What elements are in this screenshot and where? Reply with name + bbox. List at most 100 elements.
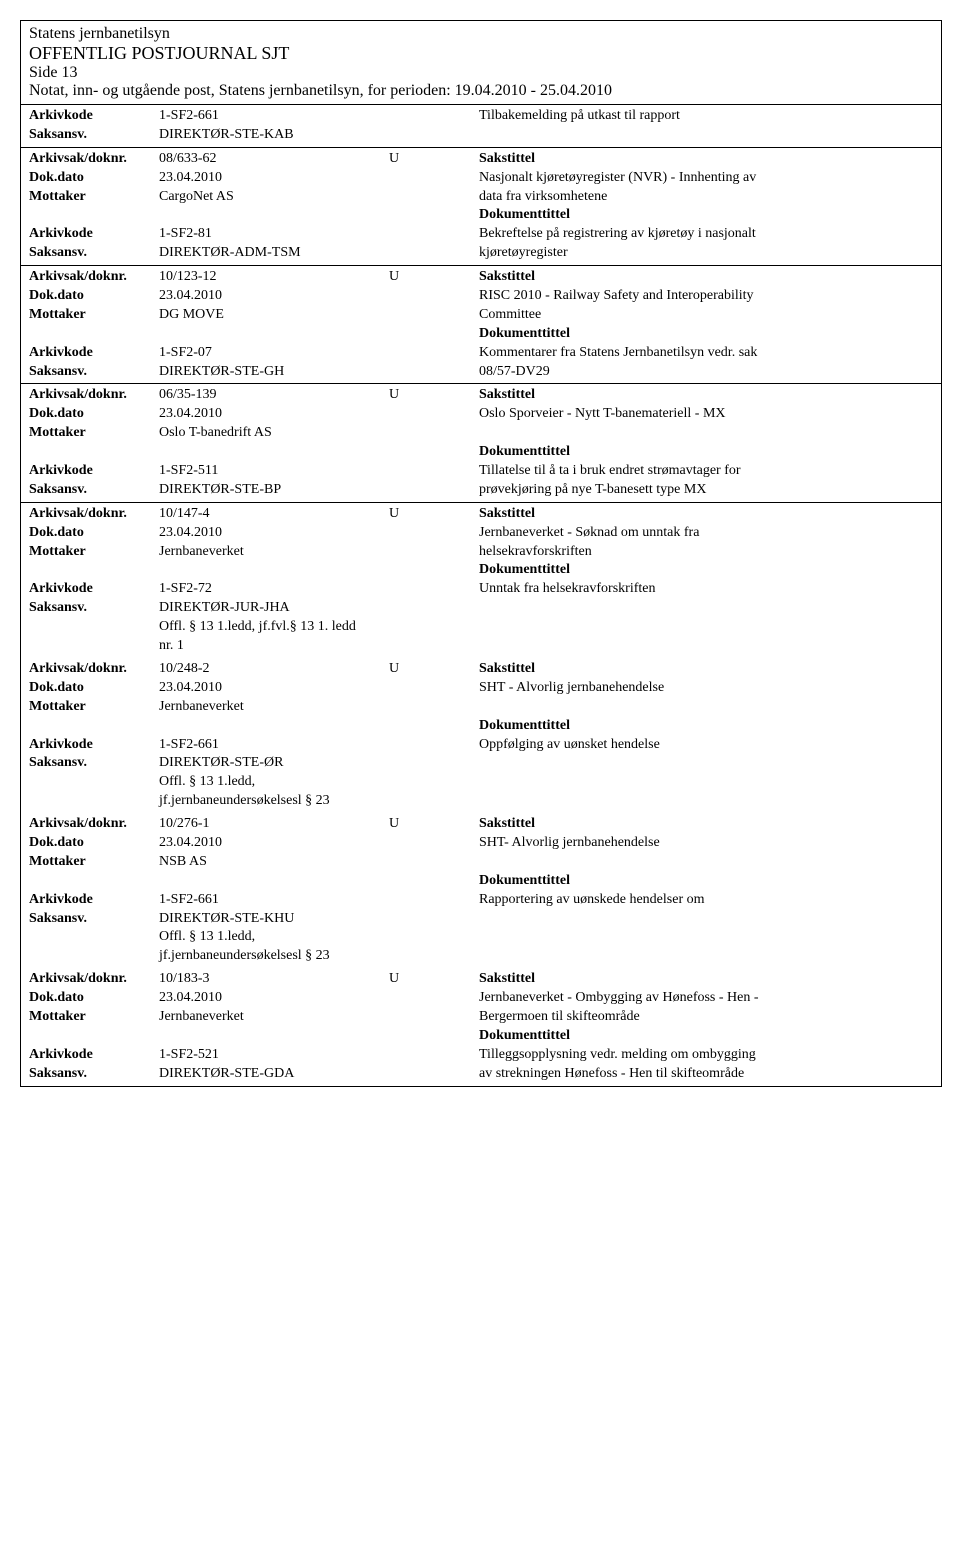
field-value: DIREKTØR-JUR-JHA [159,599,479,618]
field-value: 23.04.2010 [159,679,479,698]
right-value: SHT- Alvorlig jernbanehendelse [479,834,933,853]
record-row: MottakerDG MOVECommittee [29,306,933,325]
field-label: Arkivkode [29,736,159,755]
field-value: 23.04.2010 [159,524,479,543]
field-label: Saksansv. [29,599,159,618]
field-label: Arkivkode [29,891,159,910]
field-label: Dok.dato [29,169,159,188]
field-label: Mottaker [29,1008,159,1027]
record-row: MottakerNSB AS [29,853,933,872]
field-value: 23.04.2010 [159,405,479,424]
record-row: Offl. § 13 1.ledd, jf.fvl.§ 13 1. ledd [29,618,933,637]
right-value: Unntak fra helsekravforskriften [479,580,933,599]
records-container: Arkivsak/doknr.08/633-62USakstittelDok.d… [21,148,941,1086]
field-value: DIREKTØR-STE-BP [159,481,479,500]
field-label: Dok.dato [29,524,159,543]
field-label: Arkivkode [29,344,159,363]
top-record: Arkivkode 1-SF2-661 Tilbakemelding på ut… [21,105,941,148]
label-saksansv: Saksansv. [29,126,159,145]
field-label [29,872,159,891]
field-label: Mottaker [29,853,159,872]
record-row: Arkivsak/doknr.10/276-1USakstittel [29,815,933,834]
right-value [479,754,933,773]
field-label: Dok.dato [29,405,159,424]
field-label: Mottaker [29,543,159,562]
right-value: Nasjonalt kjøretøyregister (NVR) - Innhe… [479,169,933,188]
field-label [29,1027,159,1046]
field-value: 23.04.2010 [159,989,479,1008]
field-label: Arkivsak/doknr. [29,815,159,834]
field-value: DG MOVE [159,306,479,325]
record-row: MottakerOslo T-banedrift AS [29,424,933,443]
field-value: DIREKTØR-STE-GH [159,363,479,382]
field-label: Saksansv. [29,754,159,773]
journal-record: Arkivsak/doknr.08/633-62USakstittelDok.d… [21,148,941,266]
right-value: Oslo Sporveier - Nytt T-banemateriell - … [479,405,933,424]
field-value: 10/123-12U [159,268,479,287]
field-value: jf.jernbaneundersøkelsesl § 23 [159,947,479,966]
field-value: Offl. § 13 1.ledd, [159,928,479,947]
field-value: 10/147-4U [159,505,479,524]
right-value [479,910,933,929]
right-value: Committee [479,306,933,325]
field-label: Arkivsak/doknr. [29,970,159,989]
field-value: Jernbaneverket [159,1008,479,1027]
header-page: Side 13 [29,64,933,82]
record-row: jf.jernbaneundersøkelsesl § 23 [29,947,933,966]
record-row: Arkivkode1-SF2-07Kommentarer fra Statens… [29,344,933,363]
right-value: prøvekjøring på nye T-banesett type MX [479,481,933,500]
right-value: Sakstittel [479,660,933,679]
top-saksansv: DIREKTØR-STE-KAB [159,126,479,145]
label-arkivkode: Arkivkode [29,107,159,126]
field-label: Arkivkode [29,580,159,599]
record-row: nr. 1 [29,637,933,656]
journal-page: Statens jernbanetilsyn OFFENTLIG POSTJOU… [20,20,942,1087]
field-label [29,443,159,462]
right-value: Dokumenttittel [479,1027,933,1046]
record-row: Arkivsak/doknr.10/183-3USakstittel [29,970,933,989]
record-row: Dokumenttittel [29,872,933,891]
right-value: Dokumenttittel [479,443,933,462]
right-value: Dokumenttittel [479,872,933,891]
record-row: Saksansv.DIREKTØR-STE-BPprøvekjøring på … [29,481,933,500]
field-value: 23.04.2010 [159,287,479,306]
record-row: Dokumenttittel [29,325,933,344]
record-row: Saksansv.DIREKTØR-JUR-JHA [29,599,933,618]
field-label: Saksansv. [29,1065,159,1084]
record-row: Arkivkode1-SF2-521Tilleggsopplysning ved… [29,1046,933,1065]
journal-record: Arkivsak/doknr.06/35-139USakstittelDok.d… [21,384,941,502]
record-row: Offl. § 13 1.ledd, [29,928,933,947]
right-value [479,853,933,872]
right-value: kjøretøyregister [479,244,933,263]
field-label [29,717,159,736]
field-label: Arkivsak/doknr. [29,505,159,524]
field-value: Oslo T-banedrift AS [159,424,479,443]
field-value: 23.04.2010 [159,834,479,853]
field-value: Offl. § 13 1.ledd, jf.fvl.§ 13 1. ledd [159,618,479,637]
field-label: Arkivkode [29,225,159,244]
field-label: Arkivkode [29,1046,159,1065]
right-value: data fra virksomhetene [479,188,933,207]
right-value [479,424,933,443]
field-label: Mottaker [29,698,159,717]
record-row: Arkivkode1-SF2-81Bekreftelse på registre… [29,225,933,244]
field-value: 1-SF2-521 [159,1046,479,1065]
record-row: Dokumenttittel [29,443,933,462]
record-row: Arkivkode1-SF2-661Oppfølging av uønsket … [29,736,933,755]
field-value: DIREKTØR-STE-GDA [159,1065,479,1084]
field-label: Arkivsak/doknr. [29,660,159,679]
record-row: Arkivsak/doknr.10/123-12USakstittel [29,268,933,287]
record-row: Saksansv.DIREKTØR-STE-KHU [29,910,933,929]
right-value: Sakstittel [479,505,933,524]
record-row: Dok.dato23.04.2010Nasjonalt kjøretøyregi… [29,169,933,188]
right-value: Sakstittel [479,970,933,989]
record-row: MottakerJernbaneverketBergermoen til ski… [29,1008,933,1027]
right-value: Sakstittel [479,150,933,169]
right-value: Bekreftelse på registrering av kjøretøy … [479,225,933,244]
right-value: helsekravforskriften [479,543,933,562]
record-row: Arkivkode1-SF2-72Unntak fra helsekravfor… [29,580,933,599]
field-value: 1-SF2-661 [159,736,479,755]
field-label: Saksansv. [29,481,159,500]
field-label: Arkivsak/doknr. [29,268,159,287]
field-value: 23.04.2010 [159,169,479,188]
